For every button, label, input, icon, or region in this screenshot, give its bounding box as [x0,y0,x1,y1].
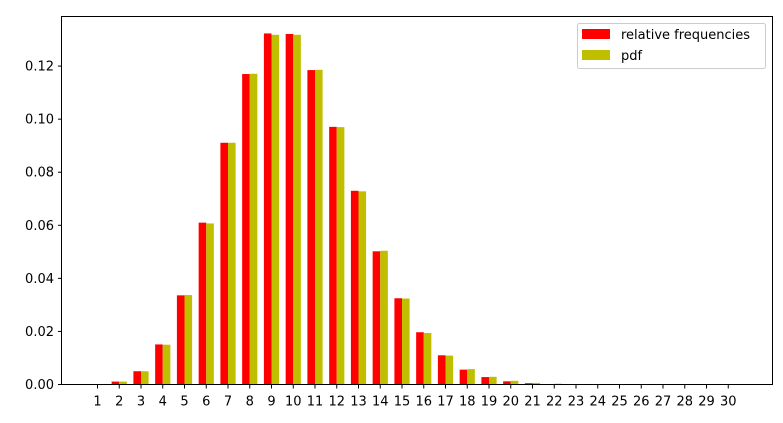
x-tick-label: 16 [415,395,432,410]
bar-relative-frequencies-14 [372,251,381,385]
bar-relative-frequencies-13 [350,190,359,385]
bar-pdf-11 [315,69,323,385]
x-tick-label: 20 [502,395,519,410]
y-axis: 0.00 0.02 0.04 0.06 0.08 0.10 0.12 [25,60,62,393]
x-tick-label: 29 [698,395,715,410]
bar-pdf-12 [336,127,345,385]
x-tick-label: 7 [224,395,232,410]
x-tick-label: 12 [328,395,345,410]
x-tick-label: 24 [589,395,606,410]
bar-pdf-17 [445,355,454,385]
x-tick-label: 25 [611,395,628,410]
bar-relative-frequencies-6 [198,222,207,385]
bar-pdf-15 [402,298,410,385]
bar-relative-frequencies-11 [307,70,315,385]
bar-relative-frequencies-3 [133,371,141,385]
x-tick-label: 19 [481,395,498,410]
x-tick-label: 26 [633,395,650,410]
bar-relative-frequencies-17 [437,355,446,385]
x-tick-label: 17 [437,395,454,410]
y-tick-label: 0.08 [25,166,54,181]
bar-relative-frequencies-19 [481,377,489,385]
x-tick-label: 1 [93,395,101,410]
x-tick-label: 3 [137,395,145,410]
x-tick-label: 6 [202,395,210,410]
x-tick-label: 4 [159,395,167,410]
bar-relative-frequencies-8 [242,74,250,385]
bars-layer [111,33,584,385]
y-tick-label: 0.10 [25,113,54,128]
legend-swatch-pdf [582,50,610,60]
bar-relative-frequencies-12 [329,126,337,385]
x-tick-label: 5 [180,395,188,410]
bar-pdf-9 [271,34,280,385]
bar-pdf-21 [532,382,541,385]
x-tick-label: 18 [459,395,476,410]
bar-pdf-13 [358,191,367,385]
bar-relative-frequencies-2 [111,381,120,385]
legend-box [577,23,766,69]
bar-pdf-7 [228,142,236,385]
legend-label-relative-frequencies: relative frequencies [621,28,750,43]
bar-pdf-6 [206,223,214,385]
bar-relative-frequencies-7 [220,142,228,385]
y-tick-label: 0.06 [25,219,54,234]
x-tick-label: 27 [655,395,672,410]
bar-pdf-19 [489,376,497,385]
y-tick-label: 0.02 [25,325,54,340]
bar-relative-frequencies-10 [285,33,294,385]
x-tick-label: 10 [285,395,302,410]
y-tick-label: 0.04 [25,272,54,287]
bar-relative-frequencies-5 [176,295,185,385]
x-tick-label: 2 [115,395,123,410]
bar-relative-frequencies-21 [524,383,533,385]
bar-relative-frequencies-9 [263,33,272,385]
x-tick-label: 23 [568,395,585,410]
x-axis: 1 2 3 4 5 6 7 8 9 10 11 12 13 14 15 16 17 18 19 20 21 22 23 24 2… [93,384,737,410]
bar-pdf-5 [184,295,193,385]
legend-label-pdf: pdf [621,49,643,64]
bar-pdf-14 [380,250,388,385]
x-tick-label: 15 [394,395,411,410]
bar-relative-frequencies-20 [503,381,511,385]
y-tick-label: 0.12 [25,60,54,75]
x-tick-label: 30 [720,395,737,410]
bar-pdf-3 [141,371,149,385]
bar-pdf-8 [249,73,258,385]
bar-pdf-10 [293,34,301,385]
legend-swatch-relative-frequencies [582,29,610,39]
plot-frame [61,16,773,385]
x-tick-label: 13 [350,395,367,410]
bar-pdf-2 [119,381,127,385]
bar-relative-frequencies-4 [155,344,163,385]
bar-pdf-20 [510,380,519,385]
x-tick-label: 11 [307,395,324,410]
x-tick-label: 21 [524,395,541,410]
bar-relative-frequencies-18 [459,369,468,385]
bar-relative-frequencies-15 [394,298,402,385]
x-tick-label: 9 [267,395,275,410]
x-tick-label: 8 [246,395,254,410]
x-tick-label: 22 [546,395,563,410]
bar-pdf-16 [423,333,432,385]
y-tick-label: 0.00 [25,378,54,393]
bar-relative-frequencies-16 [416,332,424,385]
legend: relative frequencies pdf [577,23,766,69]
bar-pdf-4 [162,344,171,385]
bar-pdf-18 [467,369,475,385]
x-tick-label: 28 [676,395,693,410]
x-tick-label: 14 [372,395,389,410]
